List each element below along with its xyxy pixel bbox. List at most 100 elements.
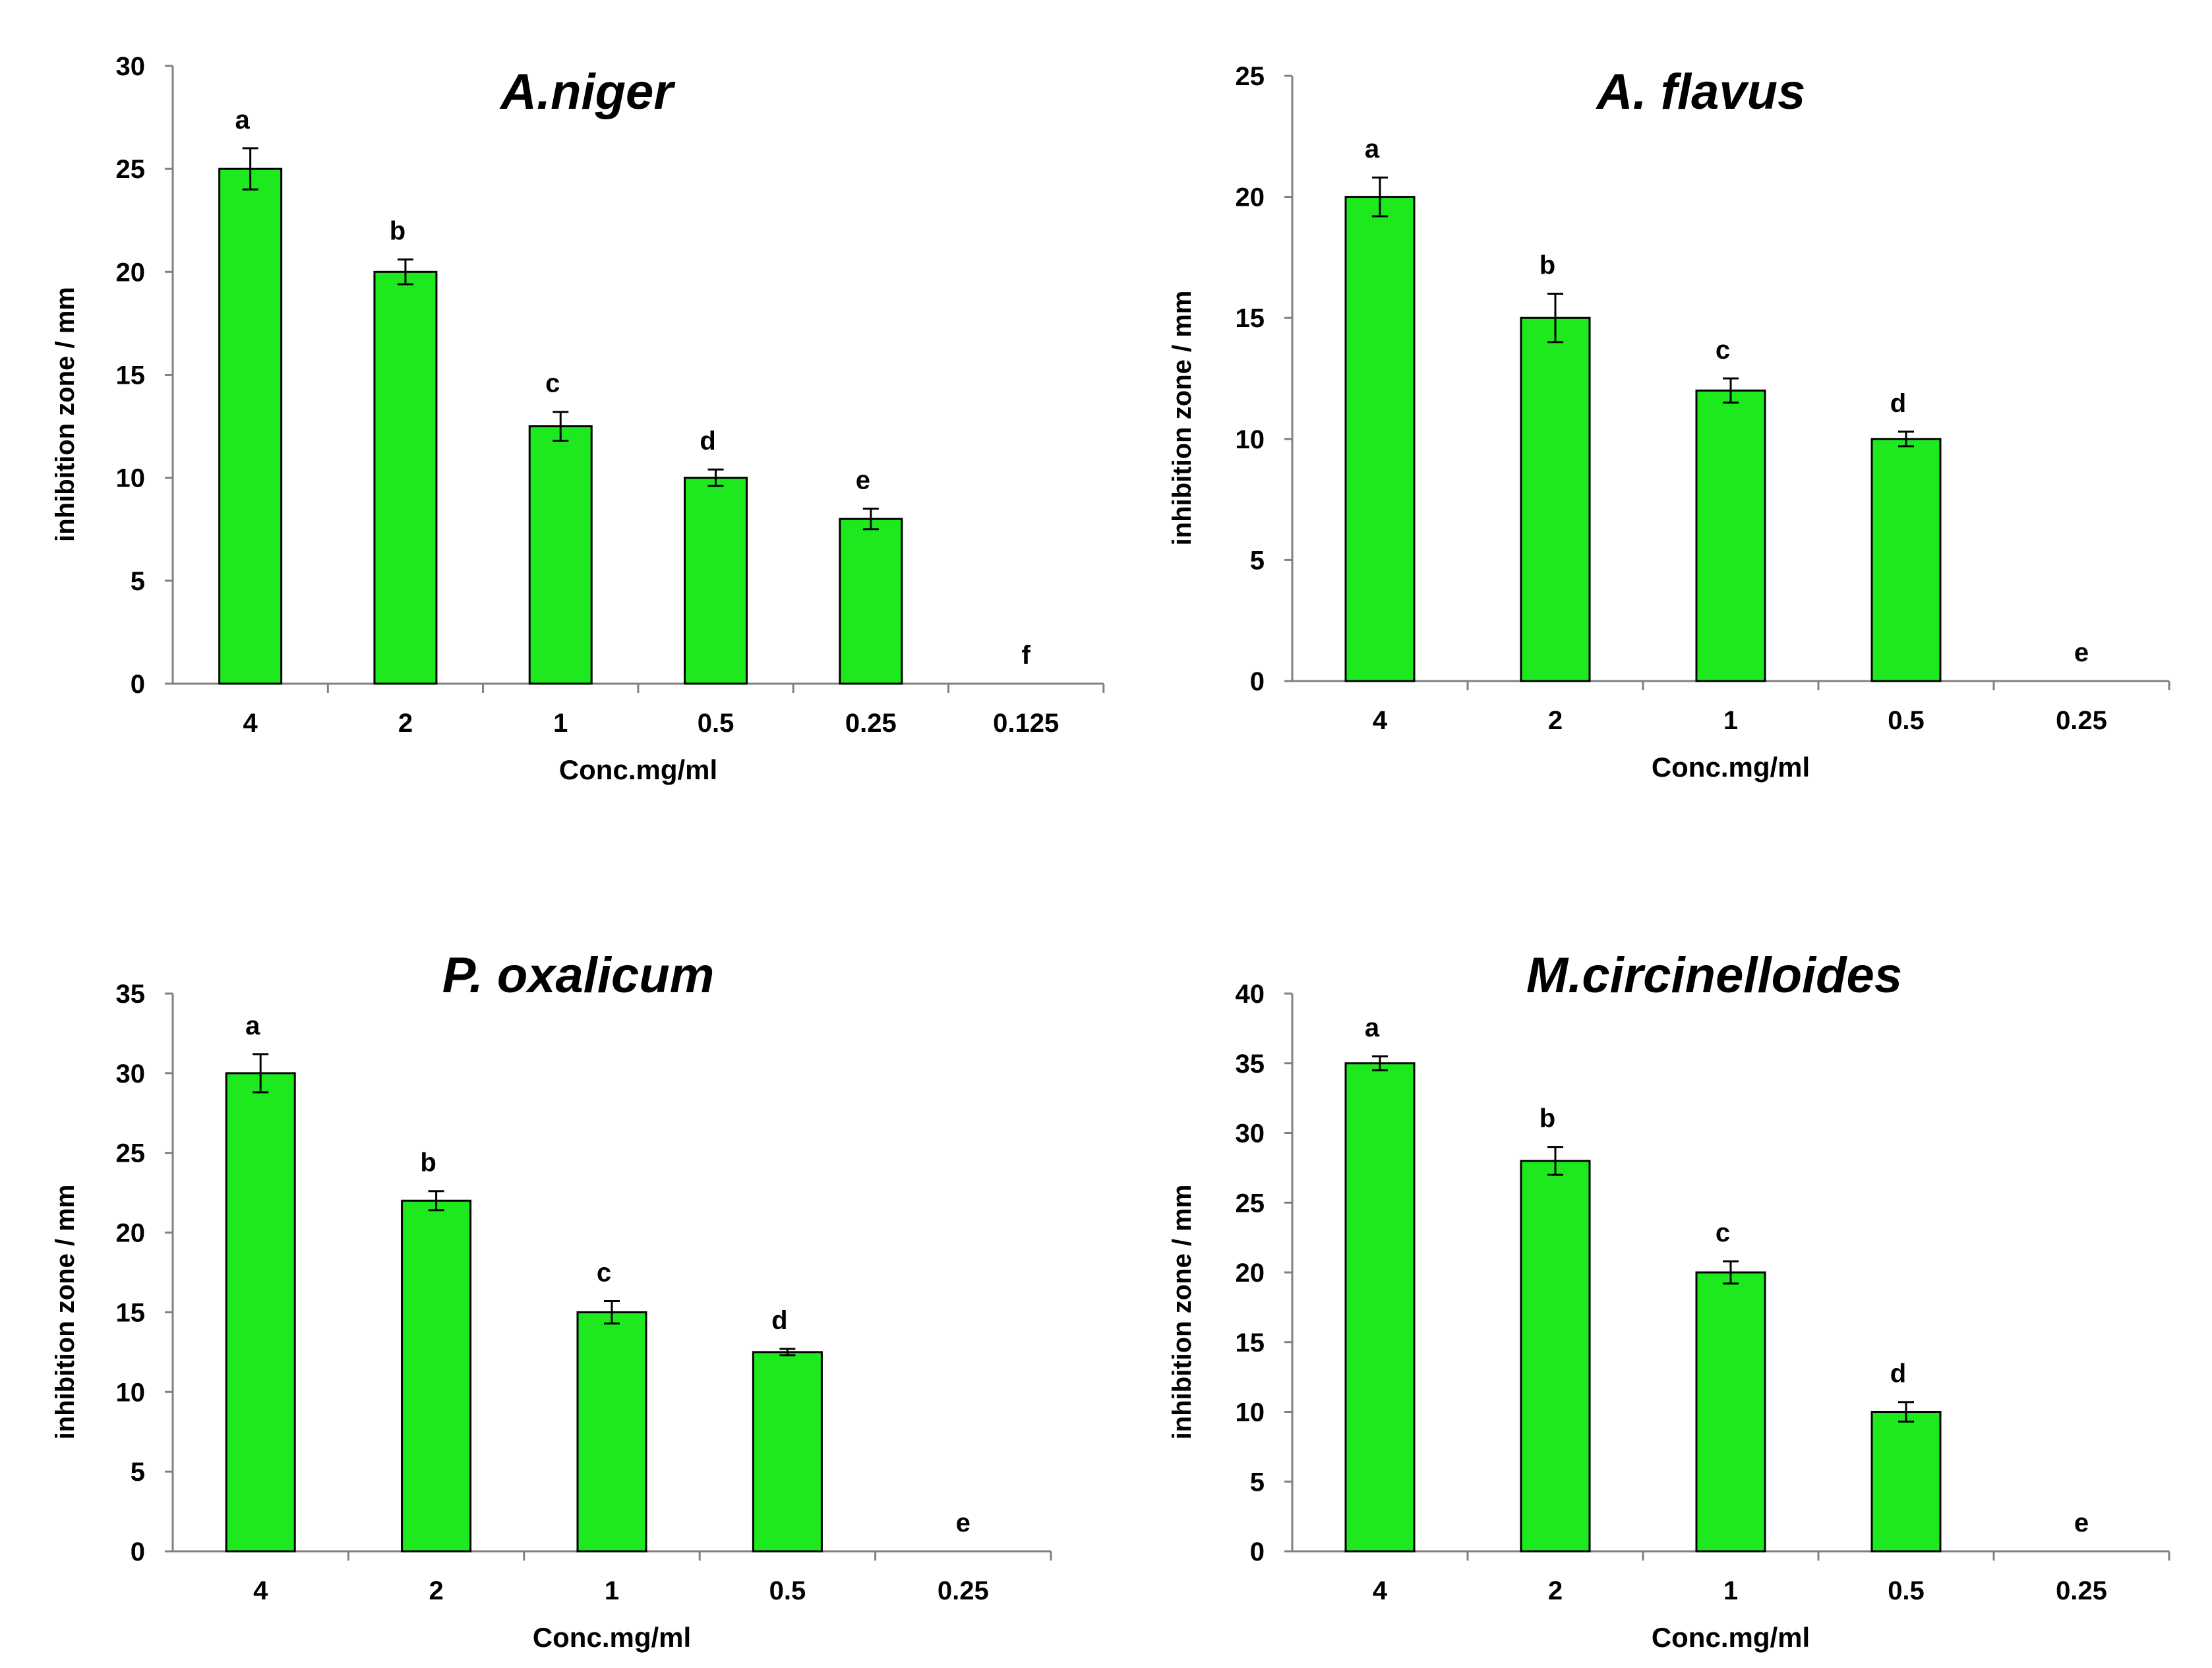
x-tick-label: 1: [553, 709, 568, 738]
x-tick-label: 1: [1723, 706, 1738, 735]
x-tick-label: 0.5: [769, 1576, 806, 1605]
significance-letter: c: [597, 1259, 611, 1288]
y-tick-label: 40: [1236, 980, 1265, 1009]
y-tick-label: 30: [116, 1059, 146, 1088]
significance-letter: d: [700, 427, 715, 456]
significance-letter: c: [545, 369, 560, 398]
bar: [684, 477, 748, 685]
x-tick-label: 0.25: [2056, 706, 2107, 735]
significance-letter: d: [771, 1306, 787, 1335]
y-axis-label: inhibition zone / mm: [1168, 291, 1197, 546]
x-tick-label: 4: [1373, 1576, 1388, 1605]
chart-1: A.niger 0 5 10 15 20 25 30 inhibition zone / mm a…: [51, 52, 1105, 785]
x-tick-label: 0.25: [938, 1576, 989, 1605]
x-tick-label: 0.5: [1888, 1576, 1925, 1605]
bar: [1344, 196, 1416, 682]
y-tick-label: 25: [116, 1139, 146, 1168]
y-tick-label: 10: [1236, 425, 1265, 454]
bar: [373, 270, 438, 685]
x-axis-label: Conc.mg/ml: [533, 1622, 691, 1653]
y-tick-label: 10: [116, 464, 146, 493]
x-tick-label: 1: [605, 1576, 619, 1605]
bar: [752, 1351, 823, 1553]
significance-letter: e: [856, 466, 870, 495]
y-tick-label: 20: [116, 258, 146, 287]
significance-letter: a: [1365, 1013, 1380, 1042]
y-tick-label: 25: [1236, 1189, 1265, 1218]
y-tick-label: 15: [116, 1298, 146, 1327]
y-tick-label: 10: [116, 1378, 146, 1407]
significance-letter: d: [1890, 1359, 1906, 1388]
bar: [528, 425, 593, 685]
significance-letter: e: [2074, 638, 2089, 667]
bar: [1695, 389, 1766, 682]
y-tick-label: 15: [1236, 1328, 1265, 1357]
chart-2: A. flavus 0 5 10 15 20 25 inhibition zone / mm a…: [1168, 62, 2170, 783]
chart-3: P. oxalicum 0 5 10 15 20 25 30 35 inhibition zone…: [51, 947, 1052, 1653]
y-tick-label: 0: [131, 670, 145, 699]
y-tick-label: 0: [1250, 1537, 1265, 1566]
significance-letter: b: [420, 1148, 436, 1177]
chart-title: A.niger: [499, 64, 676, 120]
x-axis-label: Conc.mg/ml: [1652, 752, 1810, 783]
x-tick-label: 0.25: [845, 709, 897, 738]
x-axis-label: Conc.mg/ml: [1652, 1622, 1810, 1653]
significance-letter: b: [1539, 1104, 1555, 1133]
bar: [1870, 1411, 1942, 1553]
y-tick-label: 20: [116, 1219, 146, 1248]
y-tick-label: 35: [1236, 1050, 1265, 1079]
y-tick-label: 15: [1236, 304, 1265, 333]
y-tick-label: 25: [116, 155, 146, 184]
y-tick-label: 20: [1236, 1259, 1265, 1288]
y-tick-label: 30: [1236, 1119, 1265, 1148]
y-tick-label: 5: [131, 567, 145, 596]
y-axis-label: inhibition zone / mm: [1168, 1185, 1197, 1440]
y-tick-label: 10: [1236, 1398, 1265, 1427]
significance-letter: b: [390, 217, 405, 246]
significance-letter: d: [1890, 389, 1906, 418]
x-tick-label: 0.125: [993, 709, 1059, 738]
x-tick-label: 4: [253, 1576, 268, 1605]
x-tick-label: 0.5: [698, 709, 734, 738]
significance-letter: a: [1365, 134, 1380, 164]
significance-letter: a: [235, 105, 251, 134]
y-tick-label: 30: [116, 52, 146, 81]
x-tick-label: 1: [1723, 1576, 1738, 1605]
y-tick-label: 25: [1236, 62, 1265, 91]
y-tick-label: 20: [1236, 183, 1265, 212]
significance-letter: e: [2074, 1508, 2089, 1537]
significance-letter: c: [1716, 336, 1730, 365]
x-tick-label: 2: [429, 1576, 443, 1605]
y-tick-label: 5: [1250, 1468, 1265, 1497]
x-tick-label: 4: [1373, 706, 1388, 735]
chart-4: M.circinelloides 0 5 10 15 20 25 30 35 40 inhibiti…: [1168, 947, 2170, 1653]
x-tick-label: 2: [1548, 706, 1563, 735]
bar: [401, 1199, 472, 1553]
x-tick-label: 2: [398, 709, 413, 738]
x-tick-label: 2: [1548, 1576, 1563, 1605]
x-tick-label: 0.5: [1888, 706, 1925, 735]
bar: [839, 518, 903, 685]
bar: [225, 1072, 296, 1553]
bar: [1520, 1160, 1591, 1553]
y-axis-label: inhibition zone / mm: [51, 1185, 80, 1440]
bar: [1520, 316, 1591, 682]
y-tick-label: 0: [131, 1537, 145, 1566]
y-axis-label: inhibition zone / mm: [51, 287, 80, 542]
y-tick-label: 5: [131, 1458, 145, 1487]
x-axis-label: Conc.mg/ml: [559, 754, 717, 785]
bar: [1344, 1062, 1416, 1553]
significance-letter: c: [1716, 1218, 1730, 1247]
significance-letter: b: [1539, 251, 1555, 280]
chart-title: P. oxalicum: [442, 947, 715, 1003]
x-tick-label: 4: [243, 709, 258, 738]
significance-letter: a: [245, 1011, 260, 1040]
y-tick-label: 15: [116, 361, 146, 390]
y-tick-label: 35: [116, 980, 146, 1009]
chart-title: A. flavus: [1596, 64, 1806, 120]
x-tick-label: 0.25: [2056, 1576, 2107, 1605]
significance-letter: f: [1021, 641, 1031, 670]
bar: [218, 167, 283, 685]
bar: [576, 1311, 647, 1553]
